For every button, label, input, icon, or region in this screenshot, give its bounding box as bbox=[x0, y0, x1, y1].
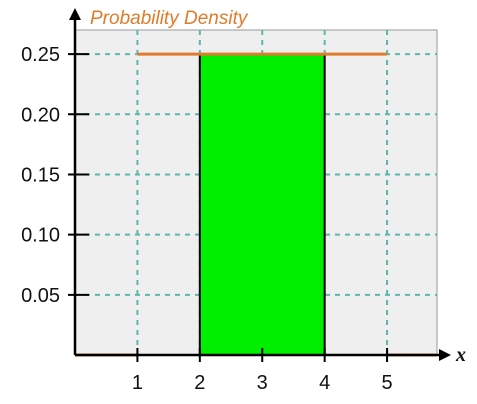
x-tick-label: 4 bbox=[319, 372, 330, 394]
y-tick-label: 0.20 bbox=[21, 104, 60, 126]
x-axis-arrow bbox=[439, 349, 451, 361]
x-tick-label: 1 bbox=[132, 372, 143, 394]
x-tick-label: 2 bbox=[194, 372, 205, 394]
x-axis-title: x bbox=[455, 344, 466, 366]
y-axis-arrow bbox=[69, 8, 81, 20]
y-tick-label: 0.15 bbox=[21, 164, 60, 186]
x-tick-label: 3 bbox=[257, 372, 268, 394]
shaded-region bbox=[198, 53, 326, 357]
axes bbox=[69, 8, 451, 361]
shaded-area bbox=[198, 53, 326, 357]
y-tick-label: 0.25 bbox=[21, 44, 60, 66]
tick-labels: 1 2 3 4 5 0.05 0.10 0.15 0.20 0.25 bbox=[21, 44, 393, 394]
y-axis-title: Probability Density bbox=[90, 8, 249, 29]
y-tick-label: 0.10 bbox=[21, 225, 60, 247]
y-tick-label: 0.05 bbox=[21, 285, 60, 307]
tick-marks bbox=[68, 53, 389, 362]
x-tick-label: 5 bbox=[382, 372, 393, 394]
